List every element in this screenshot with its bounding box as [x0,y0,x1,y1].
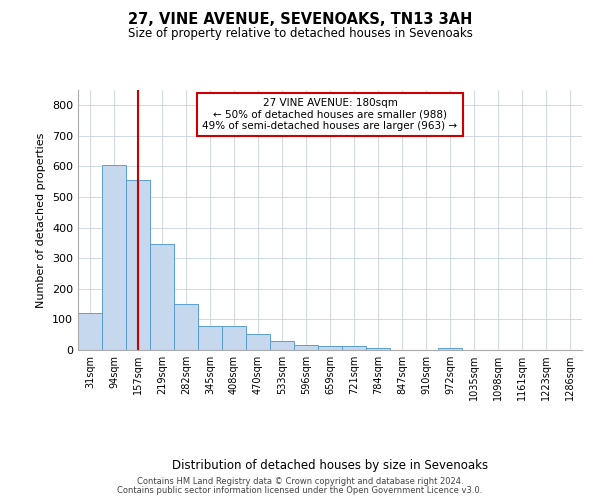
Bar [78,312,102,350]
Text: Contains public sector information licensed under the Open Government Licence v3: Contains public sector information licen… [118,486,482,495]
Bar [318,346,342,350]
Bar [294,346,318,350]
Bar [270,341,294,350]
Text: Contains HM Land Registry data © Crown copyright and database right 2024.: Contains HM Land Registry data © Crown c… [137,477,463,486]
Bar [438,348,462,350]
Text: Distribution of detached houses by size in Sevenoaks: Distribution of detached houses by size … [172,460,488,472]
Bar [222,326,246,350]
Bar [342,346,366,350]
Bar [126,180,150,350]
Bar [102,165,126,350]
Bar [198,326,222,350]
Text: 27, VINE AVENUE, SEVENOAKS, TN13 3AH: 27, VINE AVENUE, SEVENOAKS, TN13 3AH [128,12,472,28]
Text: Size of property relative to detached houses in Sevenoaks: Size of property relative to detached ho… [128,28,472,40]
Text: 27 VINE AVENUE: 180sqm
← 50% of detached houses are smaller (988)
49% of semi-de: 27 VINE AVENUE: 180sqm ← 50% of detached… [202,98,458,131]
Bar [174,304,198,350]
Bar [366,348,390,350]
Y-axis label: Number of detached properties: Number of detached properties [37,132,46,308]
Bar [150,244,174,350]
Bar [246,334,270,350]
